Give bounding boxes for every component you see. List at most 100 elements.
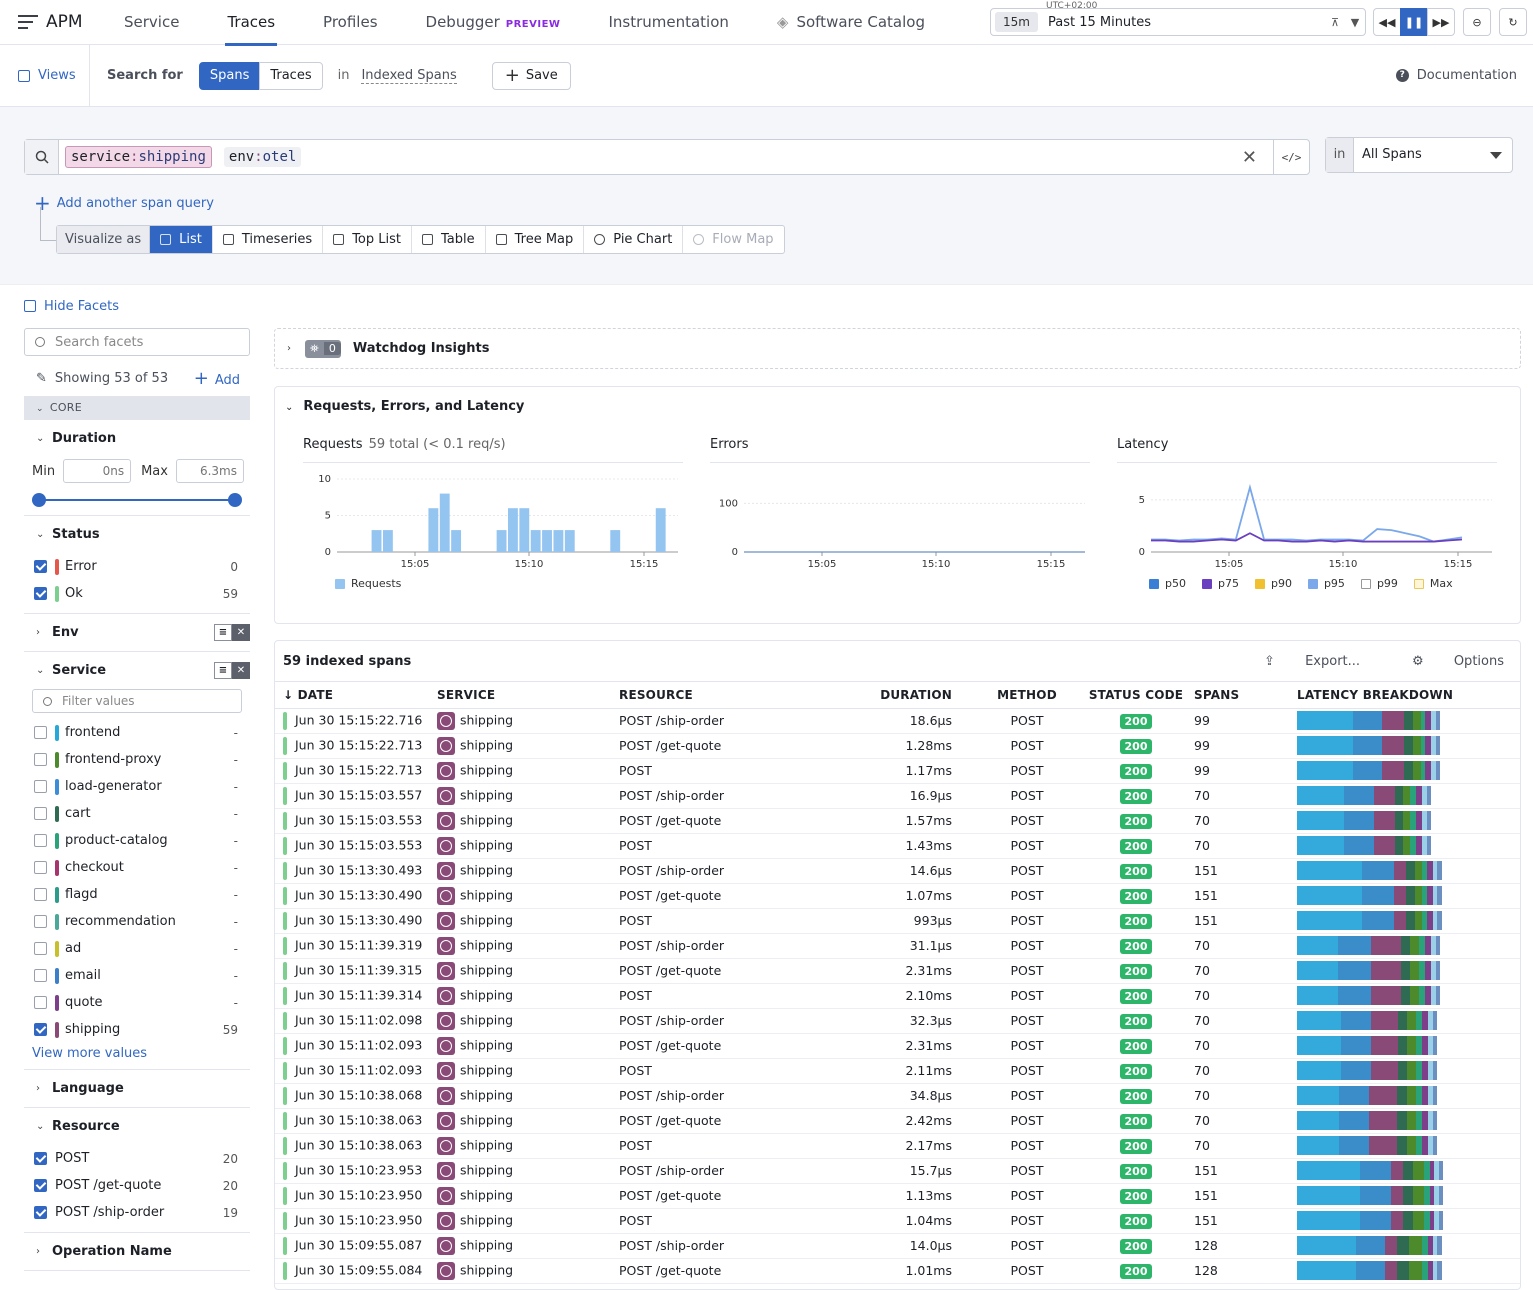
table-row[interactable]: Jun 30 15:11:39.315 shipping POST /get-quo… xyxy=(275,958,1520,984)
add-span-query-button[interactable]: + Add another span query xyxy=(34,191,214,215)
table-row[interactable]: Jun 30 15:10:23.950 shipping POST /get-quo… xyxy=(275,1183,1520,1209)
checkbox[interactable] xyxy=(34,969,47,982)
checkbox[interactable] xyxy=(34,587,47,600)
core-group-header[interactable]: ⌄ CORE xyxy=(24,396,250,420)
col-latency-breakdown[interactable]: LATENCY BREAKDOWN xyxy=(1287,682,1520,709)
checkbox[interactable] xyxy=(34,1179,47,1192)
indexed-spans-dropdown[interactable]: Indexed Spans xyxy=(361,67,457,84)
legend-item-p75[interactable]: p75 xyxy=(1201,577,1239,590)
tab-service[interactable]: Service xyxy=(124,12,180,31)
chevron-down-icon[interactable]: ▼ xyxy=(1350,15,1360,29)
checkbox[interactable] xyxy=(34,834,47,847)
checkbox[interactable] xyxy=(34,1152,47,1165)
table-row[interactable]: Jun 30 15:10:38.063 shipping POST /get-quo… xyxy=(275,1108,1520,1134)
min-slider-handle[interactable] xyxy=(32,493,46,507)
checkbox[interactable] xyxy=(34,861,47,874)
table-row[interactable]: Jun 30 15:10:38.063 shipping POST 2.17ms POS… xyxy=(275,1133,1520,1159)
save-button[interactable]: + Save xyxy=(491,61,571,90)
checkbox[interactable] xyxy=(34,942,47,955)
col-method[interactable]: METHOD xyxy=(952,682,1072,709)
col-status-code[interactable]: STATUS CODE xyxy=(1072,682,1184,709)
checkbox[interactable] xyxy=(34,888,47,901)
add-facet-button[interactable]: + Add xyxy=(194,368,240,389)
facet-search-input[interactable]: Search facets xyxy=(24,328,250,356)
query-input[interactable]: service:shipping env:otel ✕ </> xyxy=(24,139,1310,175)
table-row[interactable]: Jun 30 15:11:39.314 shipping POST 2.10ms POS… xyxy=(275,983,1520,1009)
legend-item-p90[interactable]: p90 xyxy=(1254,577,1292,590)
service-item-quote[interactable]: quote - xyxy=(24,989,250,1016)
status-header[interactable]: ⌄ Status xyxy=(24,516,250,553)
service-item-email[interactable]: email - xyxy=(24,962,250,989)
min-duration-input[interactable] xyxy=(63,459,132,483)
rewind-icon[interactable]: ◀◀ xyxy=(1373,8,1401,36)
vis-tree-map[interactable]: Tree Map xyxy=(486,226,585,253)
filter-icon[interactable]: ≡ xyxy=(214,662,232,679)
legend-item-p99[interactable]: p99 xyxy=(1360,577,1398,590)
table-row[interactable]: Jun 30 15:10:38.068 shipping POST /ship-or… xyxy=(275,1083,1520,1109)
views-button[interactable]: Views xyxy=(0,44,90,107)
service-item-checkout[interactable]: checkout - xyxy=(24,854,250,881)
env-header[interactable]: › Env ≡ ✕ xyxy=(24,614,250,651)
resource-item[interactable]: POST /ship-order 19 xyxy=(24,1199,250,1226)
service-filter-input[interactable]: Filter values xyxy=(32,689,242,713)
col-date[interactable]: ↓ DATE xyxy=(275,682,437,709)
service-item-product-catalog[interactable]: product-catalog - xyxy=(24,827,250,854)
language-header[interactable]: › Language xyxy=(24,1070,250,1107)
max-duration-input[interactable] xyxy=(175,459,244,483)
service-item-cart[interactable]: cart - xyxy=(24,800,250,827)
close-icon[interactable]: ✕ xyxy=(232,662,250,679)
service-item-flagd[interactable]: flagd - xyxy=(24,881,250,908)
clear-icon[interactable]: ✕ xyxy=(1241,146,1257,168)
service-item-recommendation[interactable]: recommendation - xyxy=(24,908,250,935)
rel-header[interactable]: ⌄ Requests, Errors, and Latency xyxy=(285,399,524,414)
checkbox[interactable] xyxy=(34,807,47,820)
spans-toggle[interactable]: Spans xyxy=(198,61,261,90)
col-resource[interactable]: RESOURCE xyxy=(619,682,834,709)
max-slider-handle[interactable] xyxy=(228,493,242,507)
vis-top-list[interactable]: Top List xyxy=(323,226,412,253)
table-row[interactable]: Jun 30 15:11:02.098 shipping POST /ship-or… xyxy=(275,1008,1520,1034)
checkbox[interactable] xyxy=(34,1206,47,1219)
resource-item[interactable]: POST 20 xyxy=(24,1145,250,1172)
table-row[interactable]: Jun 30 15:11:02.093 shipping POST /get-quo… xyxy=(275,1033,1520,1059)
vis-timeseries[interactable]: Timeseries xyxy=(213,226,324,253)
resource-header[interactable]: ⌄ Resource xyxy=(24,1108,250,1145)
table-row[interactable]: Jun 30 15:15:03.557 shipping POST /ship-or… xyxy=(275,783,1520,809)
checkbox[interactable] xyxy=(34,753,47,766)
service-header[interactable]: ⌄ Service ≡ ✕ xyxy=(24,652,250,689)
export-button[interactable]: ⇪ Export... xyxy=(1238,654,1360,669)
tab-traces[interactable]: Traces xyxy=(203,0,299,46)
forward-icon[interactable]: ▶▶ xyxy=(1427,8,1455,36)
table-row[interactable]: Jun 30 15:15:22.713 shipping POST 1.17ms POS… xyxy=(275,758,1520,784)
menu-icon[interactable] xyxy=(18,15,38,29)
options-button[interactable]: ⚙ Options xyxy=(1386,654,1504,669)
pin-icon[interactable]: ⊼ xyxy=(1330,15,1340,29)
table-row[interactable]: Jun 30 15:11:39.319 shipping POST /ship-or… xyxy=(275,933,1520,959)
zoom-out-icon[interactable]: ⊖ xyxy=(1463,8,1491,36)
hide-facets-button[interactable]: Hide Facets xyxy=(24,284,250,328)
table-row[interactable]: Jun 30 15:13:30.493 shipping POST /ship-or… xyxy=(275,858,1520,884)
table-row[interactable]: Jun 30 15:11:02.093 shipping POST 2.11ms POS… xyxy=(275,1058,1520,1084)
tab-instrumentation[interactable]: Instrumentation xyxy=(608,12,729,31)
table-row[interactable]: Jun 30 15:09:55.084 shipping POST /get-quo… xyxy=(275,1258,1520,1284)
service-item-frontend-proxy[interactable]: frontend-proxy - xyxy=(24,746,250,773)
tab-software-catalog[interactable]: ◈ Software Catalog xyxy=(753,0,949,45)
watchdog-insights[interactable]: › ⛯ 0 Watchdog Insights xyxy=(274,328,1521,369)
tab-debugger[interactable]: Debugger PREVIEW xyxy=(402,0,585,45)
vis-list[interactable]: List xyxy=(150,226,213,253)
pause-icon[interactable]: ❚❚ xyxy=(1400,8,1428,36)
query-pill-service[interactable]: service:shipping xyxy=(65,146,212,168)
col-spans[interactable]: SPANS xyxy=(1184,682,1287,709)
duration-slider[interactable] xyxy=(32,485,242,515)
table-row[interactable]: Jun 30 15:15:03.553 shipping POST 1.43ms POS… xyxy=(275,833,1520,859)
operation-name-header[interactable]: › Operation Name xyxy=(24,1233,250,1270)
resource-item[interactable]: POST /get-quote 20 xyxy=(24,1172,250,1199)
table-row[interactable]: Jun 30 15:15:03.553 shipping POST /get-quo… xyxy=(275,808,1520,834)
checkbox[interactable] xyxy=(34,996,47,1009)
edit-icon[interactable]: ✎ xyxy=(36,370,47,386)
view-more-values-link[interactable]: View more values xyxy=(32,1046,148,1061)
span-scope-select[interactable]: in All Spans xyxy=(1325,137,1513,173)
status-item-ok[interactable]: Ok 59 xyxy=(24,580,250,607)
col-duration[interactable]: DURATION xyxy=(834,682,952,709)
table-row[interactable]: Jun 30 15:15:22.716 shipping POST /ship-or… xyxy=(275,708,1520,734)
